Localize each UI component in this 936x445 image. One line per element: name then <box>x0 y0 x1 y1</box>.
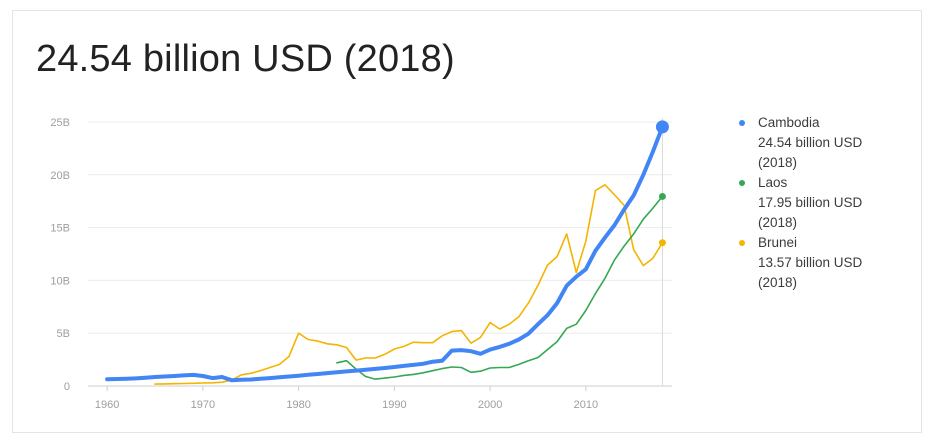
x-tick-label: 1980 <box>286 399 310 411</box>
y-tick-label: 0 <box>64 381 70 393</box>
series-lines <box>105 124 665 385</box>
y-tick-label: 15B <box>50 223 70 235</box>
end-markers <box>655 120 669 247</box>
legend-year: (2018) <box>758 215 798 230</box>
y-tick-label: 5B <box>57 328 70 340</box>
legend-value: 13.57 billion USD <box>758 255 863 270</box>
legend-item-laos[interactable]: Laos 17.95 billion USD (2018) <box>736 173 926 233</box>
x-tick-label: 1970 <box>191 399 215 411</box>
legend-name: Laos <box>758 175 788 190</box>
chart-legend: Cambodia 24.54 billion USD (2018) Laos 1… <box>736 113 926 293</box>
legend-item-brunei[interactable]: Brunei 13.57 billion USD (2018) <box>736 233 926 293</box>
series-line-laos[interactable] <box>336 195 664 380</box>
gridlines <box>88 118 672 387</box>
legend-dot-cambodia <box>739 120 745 126</box>
headline-value: 24.54 billion USD (2018) <box>36 38 455 80</box>
x-tick-label: 1960 <box>95 399 119 411</box>
legend-dot-laos <box>739 180 745 186</box>
y-tick-label: 25B <box>50 117 70 129</box>
legend-year: (2018) <box>758 155 798 170</box>
axes: 0 5B 10B 15B 20B 25B 1960 1970 1980 1990 2000 2010 <box>50 117 598 411</box>
x-tick-label: 2000 <box>478 399 502 411</box>
x-tick-label: 1990 <box>382 399 406 411</box>
legend-name: Cambodia <box>758 115 820 130</box>
end-point-laos[interactable] <box>658 192 666 200</box>
legend-value: 24.54 billion USD <box>758 135 863 150</box>
legend-year: (2018) <box>758 275 798 290</box>
legend-name: Brunei <box>758 235 798 250</box>
series-line-cambodia[interactable] <box>105 124 665 383</box>
end-point-cambodia[interactable] <box>655 120 669 134</box>
series-line-brunei[interactable] <box>154 184 664 385</box>
legend-item-cambodia[interactable]: Cambodia 24.54 billion USD (2018) <box>736 113 926 173</box>
x-tick-label: 2010 <box>574 399 598 411</box>
legend-dot-brunei <box>739 240 745 246</box>
end-point-brunei[interactable] <box>658 239 666 247</box>
chart-card <box>12 10 922 433</box>
y-tick-label: 20B <box>50 170 70 182</box>
y-tick-label: 10B <box>50 275 70 287</box>
legend-value: 17.95 billion USD <box>758 195 863 210</box>
